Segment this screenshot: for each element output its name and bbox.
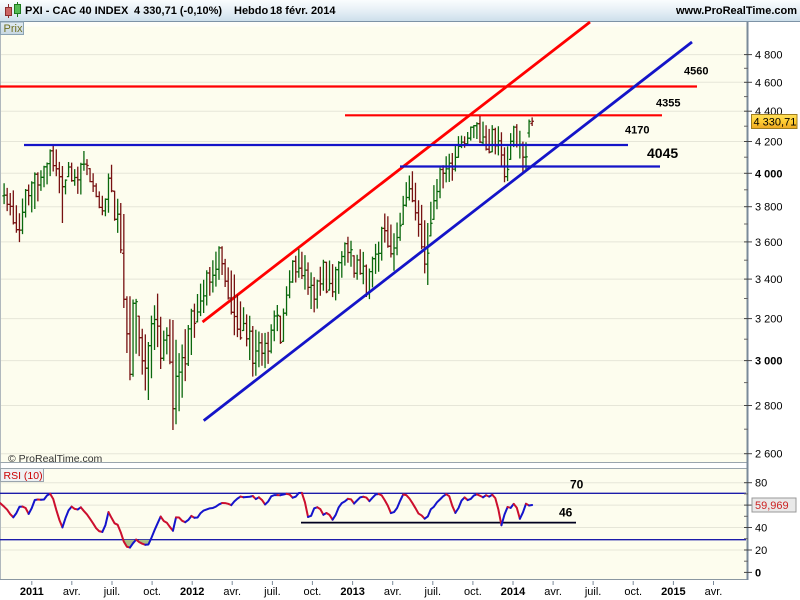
svg-text:3 800: 3 800 xyxy=(755,202,783,214)
svg-text:2015: 2015 xyxy=(661,586,685,598)
svg-text:RSI (10): RSI (10) xyxy=(4,470,43,482)
svg-text:© ProRealTime.com: © ProRealTime.com xyxy=(8,453,103,465)
svg-text:80: 80 xyxy=(755,478,767,490)
svg-text:3 000: 3 000 xyxy=(755,356,783,368)
svg-text:oct.: oct. xyxy=(143,586,161,598)
svg-text:4170: 4170 xyxy=(625,125,649,137)
svg-text:70: 70 xyxy=(570,478,584,492)
svg-text:avr.: avr. xyxy=(705,586,723,598)
svg-text:2 600: 2 600 xyxy=(755,449,783,461)
svg-text:4355: 4355 xyxy=(656,98,680,110)
svg-text:0: 0 xyxy=(755,567,761,579)
svg-text:4045: 4045 xyxy=(647,145,678,161)
svg-text:juil.: juil. xyxy=(263,586,281,598)
svg-text:18 févr. 2014: 18 févr. 2014 xyxy=(270,5,336,17)
svg-text:avr.: avr. xyxy=(223,586,241,598)
svg-text:3 200: 3 200 xyxy=(755,314,783,326)
svg-text:2011: 2011 xyxy=(20,586,44,598)
svg-text:4 200: 4 200 xyxy=(755,137,783,149)
svg-text:avr.: avr. xyxy=(384,586,402,598)
svg-text:46: 46 xyxy=(559,506,573,520)
svg-text:4 800: 4 800 xyxy=(755,50,783,62)
svg-text:www.ProRealTime.com: www.ProRealTime.com xyxy=(675,5,797,17)
svg-text:40: 40 xyxy=(755,523,767,535)
svg-text:4 330,71: 4 330,71 xyxy=(754,117,797,129)
svg-text:oct.: oct. xyxy=(464,586,482,598)
svg-text:avr.: avr. xyxy=(544,586,562,598)
svg-text:oct.: oct. xyxy=(624,586,642,598)
svg-text:Hebdo: Hebdo xyxy=(234,5,269,17)
svg-text:2 800: 2 800 xyxy=(755,401,783,413)
svg-text:4 000: 4 000 xyxy=(755,168,783,180)
svg-text:2013: 2013 xyxy=(340,586,364,598)
svg-text:avr.: avr. xyxy=(63,586,81,598)
svg-text:2012: 2012 xyxy=(180,586,204,598)
svg-text:4 600: 4 600 xyxy=(755,77,783,89)
svg-text:oct.: oct. xyxy=(304,586,322,598)
svg-text:20: 20 xyxy=(755,545,767,557)
svg-text:3 400: 3 400 xyxy=(755,274,783,286)
svg-text:4 330,71 (-0,10%): 4 330,71 (-0,10%) xyxy=(134,5,222,17)
svg-text:4560: 4560 xyxy=(684,66,708,78)
svg-text:3 600: 3 600 xyxy=(755,237,783,249)
svg-text:juil.: juil. xyxy=(103,586,121,598)
svg-text:Prix: Prix xyxy=(4,23,23,35)
svg-text:2014: 2014 xyxy=(501,586,526,598)
svg-text:59,969: 59,969 xyxy=(755,500,789,512)
svg-text:PXI - CAC 40 INDEX: PXI - CAC 40 INDEX xyxy=(25,5,129,17)
svg-text:juil.: juil. xyxy=(424,586,442,598)
svg-text:juil.: juil. xyxy=(584,586,602,598)
